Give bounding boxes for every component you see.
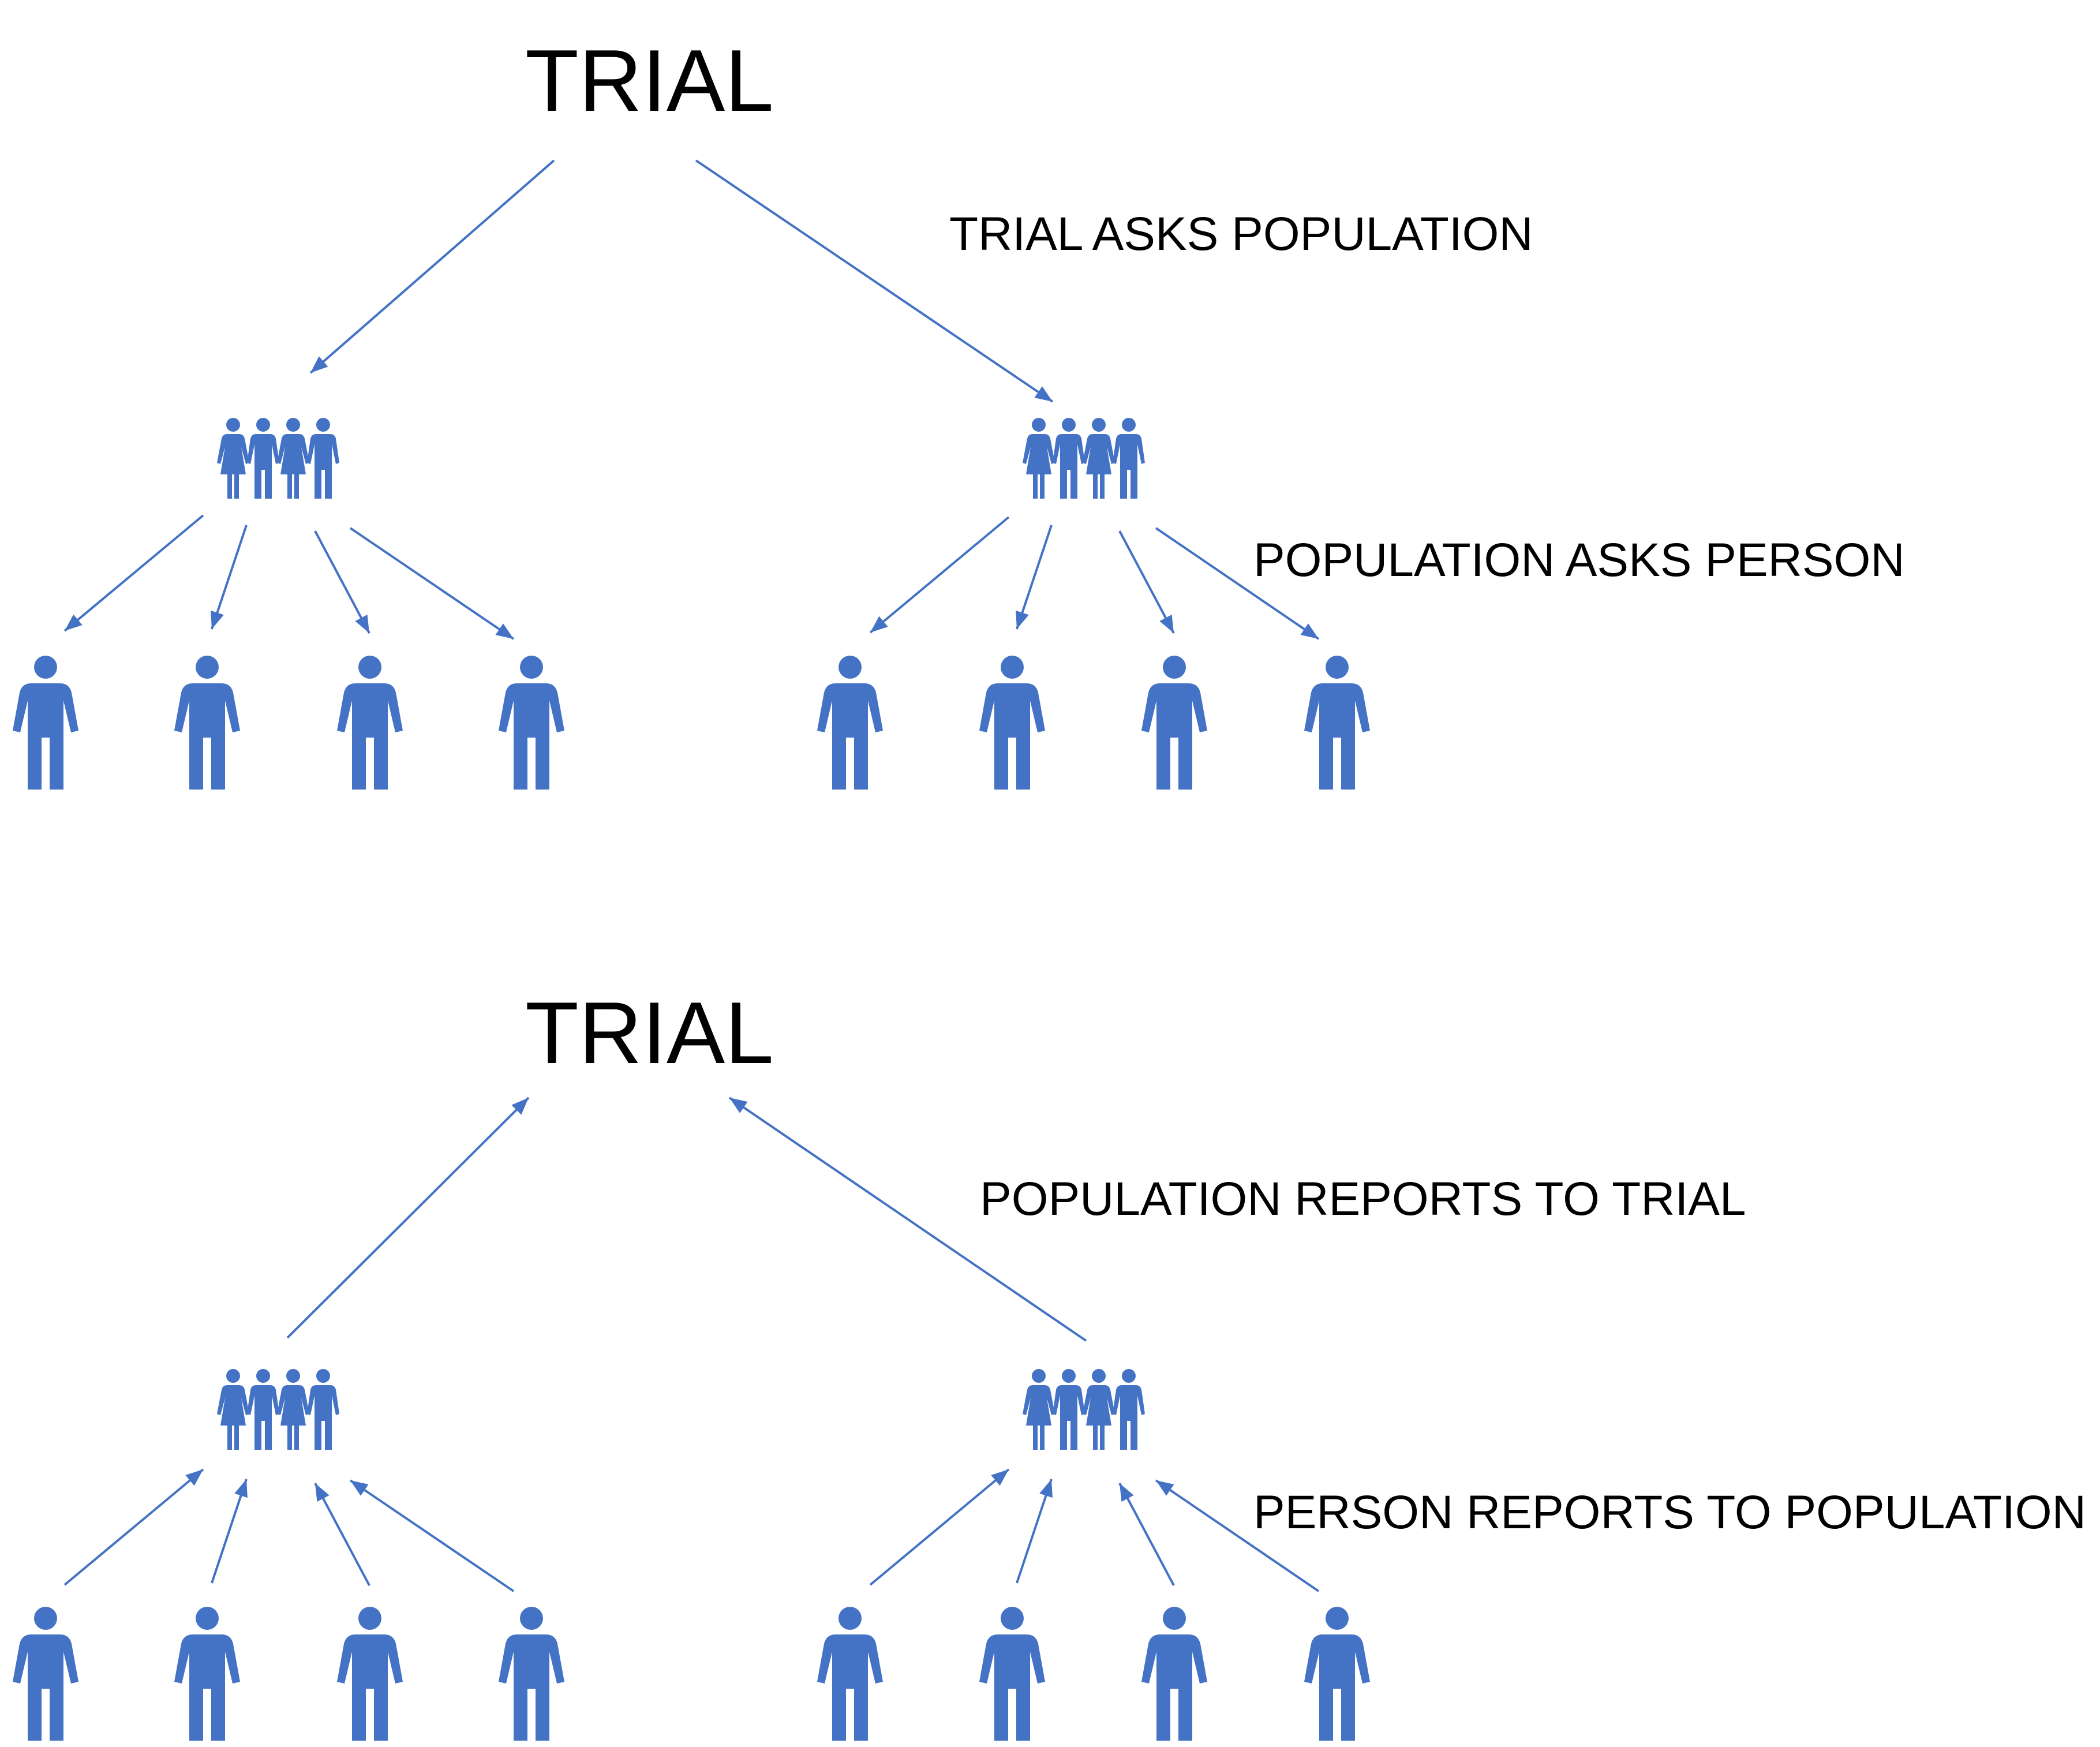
arrow-population-to-trial-right bbox=[728, 1097, 1087, 1342]
arrow-population-to-trial-left bbox=[286, 1097, 530, 1339]
group-of-people-icon bbox=[1023, 418, 1145, 499]
top-trial-title: TRIAL bbox=[525, 32, 774, 130]
group-of-people-icon bbox=[217, 418, 339, 499]
person-icon bbox=[337, 656, 403, 790]
arrow-person-to-population bbox=[211, 1479, 248, 1584]
label-population-reports-to-trial: POPULATION REPORTS TO TRIAL bbox=[980, 1173, 1746, 1225]
arrow-person-to-population bbox=[349, 1479, 515, 1592]
group-of-people-icon bbox=[1023, 1369, 1145, 1450]
person-icon bbox=[1141, 1607, 1207, 1741]
person-icon bbox=[1304, 1607, 1370, 1741]
person-icon bbox=[817, 656, 883, 790]
person-icon bbox=[979, 656, 1045, 790]
person-icon bbox=[979, 1607, 1045, 1741]
arrow-person-to-population bbox=[1016, 1479, 1053, 1584]
arrow-trial-to-population-left bbox=[309, 159, 555, 374]
group-of-people-icon bbox=[217, 1369, 339, 1450]
label-population-asks-person: POPULATION ASKS PERSON bbox=[1253, 534, 1905, 586]
person-icon bbox=[174, 656, 240, 790]
person-icon bbox=[499, 656, 564, 790]
arrow-person-to-population bbox=[314, 1483, 370, 1586]
arrow-population-to-person bbox=[349, 527, 515, 640]
arrow-person-to-population bbox=[1155, 1479, 1320, 1592]
person-icon bbox=[337, 1607, 403, 1741]
person-icon bbox=[817, 1607, 883, 1741]
person-icon bbox=[1304, 656, 1370, 790]
person-icon bbox=[1141, 656, 1207, 790]
label-person-reports-to-population: PERSON REPORTS TO POPULATION bbox=[1253, 1486, 2086, 1539]
arrow-person-to-population bbox=[63, 1468, 204, 1586]
arrow-population-to-person bbox=[1118, 530, 1175, 634]
arrow-population-to-person bbox=[1016, 525, 1053, 630]
arrow-population-to-person bbox=[1155, 527, 1320, 640]
arrow-trial-to-population-right bbox=[695, 159, 1054, 403]
arrow-population-to-person bbox=[314, 530, 370, 634]
arrow-population-to-person bbox=[869, 516, 1010, 634]
person-icon bbox=[499, 1607, 564, 1741]
label-trial-asks-population: TRIAL ASKS POPULATION bbox=[949, 208, 1533, 260]
arrow-person-to-population bbox=[869, 1468, 1010, 1586]
person-icon bbox=[174, 1607, 240, 1741]
arrow-person-to-population bbox=[1118, 1483, 1175, 1586]
person-icon bbox=[13, 656, 78, 790]
arrow-population-to-person bbox=[63, 514, 204, 632]
bottom-trial-title: TRIAL bbox=[525, 984, 774, 1082]
arrow-population-to-person bbox=[211, 525, 248, 630]
person-icon bbox=[13, 1607, 78, 1741]
